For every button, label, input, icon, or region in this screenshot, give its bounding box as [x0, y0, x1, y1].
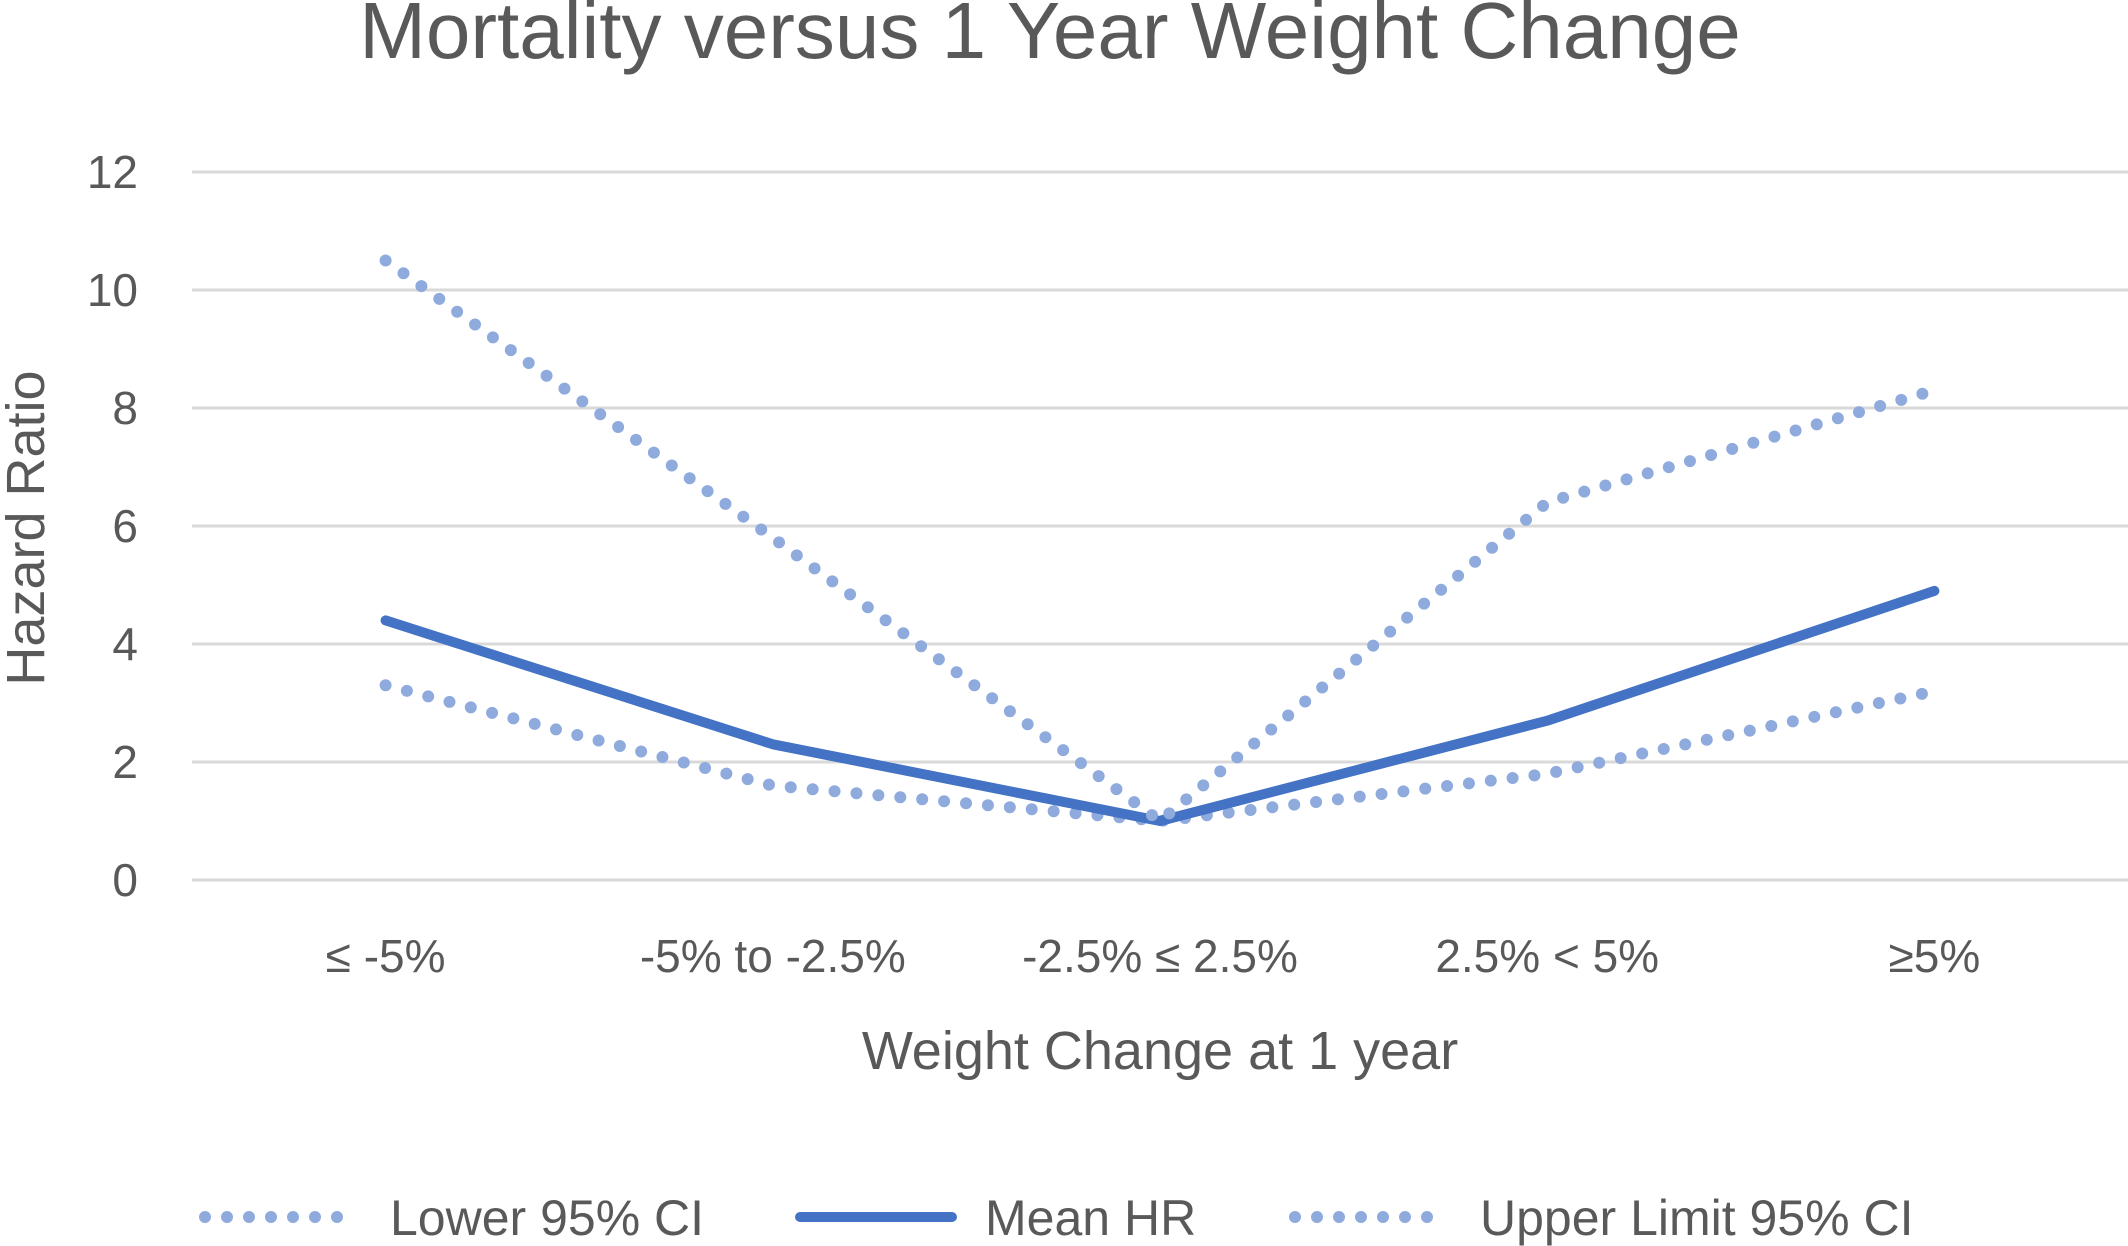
x-tick-label: ≤ -5% — [326, 930, 446, 982]
x-tick-label: ≥5% — [1889, 930, 1981, 982]
y-tick-label: 4 — [112, 618, 138, 670]
gridlines — [192, 170, 2128, 882]
x-tick-label: -5% to -2.5% — [640, 930, 906, 982]
y-tick-label: 10 — [87, 264, 138, 316]
chart-title: Mortality versus 1 Year Weight Change — [359, 0, 1740, 75]
legend-label: Upper Limit 95% CI — [1480, 1190, 1914, 1246]
legend: Lower 95% CI Mean HR Upper Limit 95% CI — [199, 1190, 1914, 1246]
y-tick-label: 2 — [112, 736, 138, 788]
y-tick-label: 8 — [112, 382, 138, 434]
x-axis-title: Weight Change at 1 year — [862, 1021, 1458, 1081]
y-tick-label: 12 — [87, 146, 138, 198]
data-point-2-1 — [772, 537, 773, 538]
legend-label: Mean HR — [985, 1190, 1196, 1246]
y-axis-title: Hazard Ratio — [0, 370, 56, 685]
data-point-0-3 — [1547, 773, 1548, 774]
series-line-mean-hr — [380, 585, 1940, 826]
data-point-2-4 — [1934, 390, 1935, 391]
data-point-0-4 — [1934, 691, 1935, 692]
series-lines — [379, 254, 1941, 827]
y-tick-label: 0 — [112, 854, 138, 906]
x-tick-label: -2.5% ≤ 2.5% — [1022, 930, 1298, 982]
series-line-lower-95-ci — [379, 679, 1941, 827]
y-tick-label: 6 — [112, 500, 138, 552]
y-axis-ticks: 0 2 4 6 8 10 12 — [87, 146, 138, 906]
x-tick-label: 2.5% < 5% — [1435, 930, 1659, 982]
legend-label: Lower 95% CI — [390, 1190, 704, 1246]
x-axis-ticks: ≤ -5% -5% to -2.5% -2.5% ≤ 2.5% 2.5% < 5% ≥5… — [326, 930, 1981, 982]
